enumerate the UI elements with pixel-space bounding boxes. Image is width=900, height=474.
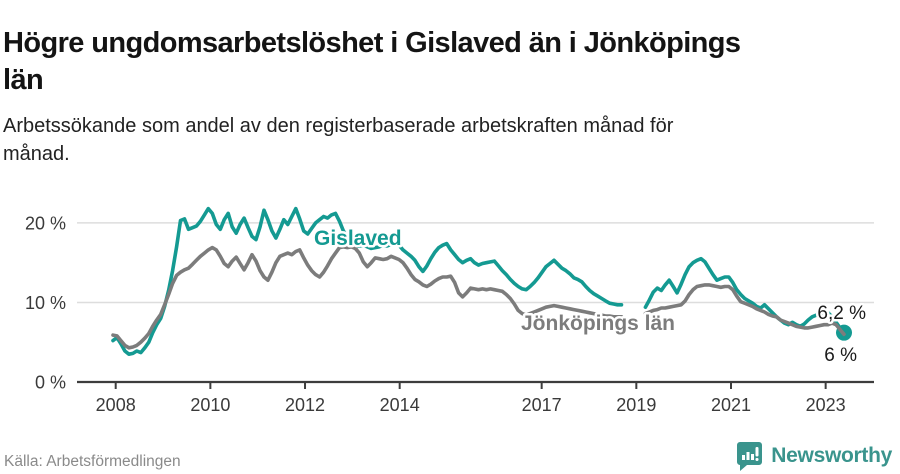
line-jonkopings-lan bbox=[111, 245, 846, 350]
x-tick-label: 2019 bbox=[616, 395, 656, 415]
line-gislaved bbox=[111, 206, 846, 356]
y-tick-label: 20 % bbox=[25, 213, 66, 233]
county-series-label: Jönköpings län bbox=[521, 312, 675, 335]
x-tick-label: 2017 bbox=[522, 395, 562, 415]
x-tick-label: 2010 bbox=[190, 395, 230, 415]
x-tick-label: 2021 bbox=[711, 395, 751, 415]
x-tick-label: 2008 bbox=[96, 395, 136, 415]
y-tick-label: 10 % bbox=[25, 293, 66, 313]
x-tick-label: 2012 bbox=[285, 395, 325, 415]
gislaved-value-label: 6,2 % bbox=[817, 303, 866, 324]
x-tick-label: 2023 bbox=[806, 395, 846, 415]
page-title: Högre ungdomsarbetslöshet i Gislaved än … bbox=[3, 27, 741, 96]
page-subtitle: Arbetssökande som andel av den registerb… bbox=[3, 115, 674, 165]
brand-name: Newsworthy bbox=[771, 444, 892, 467]
newsworthy-bubble-chart-icon bbox=[737, 442, 763, 471]
y-tick-label: 0 % bbox=[35, 373, 66, 393]
newsworthy-logo[interactable]: Newsworthy bbox=[736, 441, 892, 471]
county-value-label: 6 % bbox=[824, 345, 857, 366]
x-tick-label: 2014 bbox=[380, 395, 420, 415]
source-note: Källa: Arbetsförmedlingen bbox=[4, 453, 181, 470]
gislaved-series-label: Gislaved bbox=[314, 227, 402, 250]
